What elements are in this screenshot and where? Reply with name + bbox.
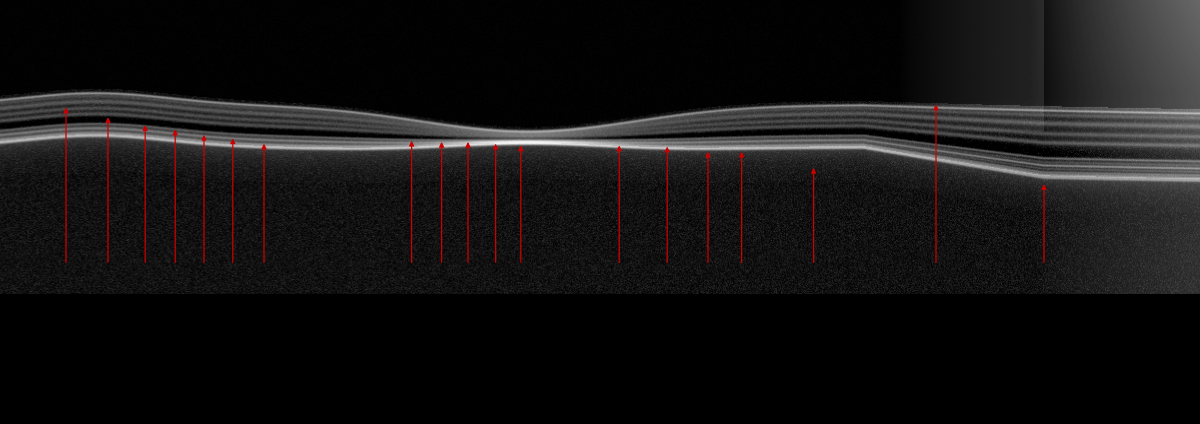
Text: IS: Inner segment of photoreceptors: IS: Inner segment of photoreceptors: [444, 396, 580, 402]
Text: S: S: [740, 308, 748, 318]
Text: H: H: [812, 308, 820, 318]
Text: ILM: ILM: [101, 308, 120, 318]
Text: ILM: Internal limiting membrane: ILM: Internal limiting membrane: [12, 365, 133, 371]
Text: BM: Bruch's membrane: BM: Bruch's membrane: [912, 365, 1000, 371]
Text: IS: IS: [439, 308, 449, 318]
Text: IPL: IPL: [169, 308, 186, 318]
Text: PHV: PHV: [55, 308, 77, 318]
Text: OPL: Outer plexiform layer: OPL: Outer plexiform layer: [222, 396, 322, 402]
Text: (collectively, the choroid): (collectively, the choroid): [912, 421, 1026, 424]
Text: IPL: Inner plexiform layer: IPL: Inner plexiform layer: [222, 336, 316, 342]
Text: ELM: External limiting membrane: ELM: External limiting membrane: [444, 365, 569, 371]
Text: ONL: ONL: [256, 308, 277, 318]
Text: RPE: RPE: [611, 308, 632, 318]
Text: OPL: OPL: [224, 308, 246, 318]
Text: INL: INL: [198, 308, 215, 318]
Text: PHV: Posterior hyaloid of the vitreous: PHV: Posterior hyaloid of the vitreous: [12, 336, 151, 342]
Text: IZ: IZ: [518, 308, 528, 318]
Text: OS: Outer segment of photoreceptors: OS: Outer segment of photoreceptors: [630, 365, 770, 371]
Text: ELM: ELM: [403, 308, 425, 318]
Text: GCL: GCL: [137, 308, 158, 318]
Text: EZ: Ellipsoid zone (IS/OS junction): EZ: Ellipsoid zone (IS/OS junction): [630, 336, 757, 343]
Text: IZ: Interdigitation zone (photoreceptor/RPE complex): IZ: Interdigitation zone (photoreceptor/…: [630, 396, 828, 402]
Text: INL: Inner nuclear layer: INL: Inner nuclear layer: [222, 365, 310, 371]
Text: BM: BM: [661, 308, 678, 318]
Text: C/H/S: Choriocapillaris/Sattler's/Haller's: C/H/S: Choriocapillaris/Sattler's/Haller…: [912, 396, 1060, 402]
Text: GCL: Ganglion cell layer: GCL: Ganglion cell layer: [12, 396, 102, 402]
Text: Sclera: Sclera: [1030, 308, 1063, 318]
Text: ONL: Outer nuclear layer: ONL: Outer nuclear layer: [444, 336, 538, 342]
Text: EZ: EZ: [463, 308, 478, 318]
Text: OS: OS: [491, 308, 505, 318]
Text: C: C: [707, 308, 714, 318]
Text: Nerve Fiber Layer: Nerve Fiber Layer: [889, 308, 988, 318]
Text: RPE: Retinal pigment epithelium: RPE: Retinal pigment epithelium: [912, 336, 1033, 342]
